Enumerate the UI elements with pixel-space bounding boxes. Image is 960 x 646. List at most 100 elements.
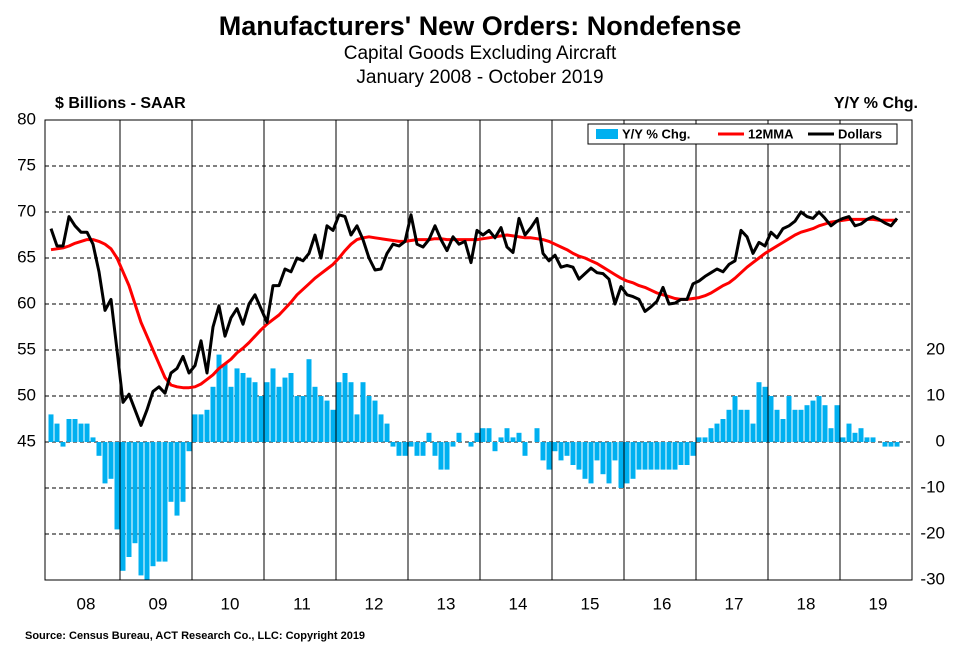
- y2-tick-label: -20: [920, 523, 945, 542]
- bar: [102, 442, 108, 484]
- bar: [288, 373, 294, 442]
- chart-title: Manufacturers' New Orders: Nondefense: [219, 11, 742, 41]
- bar: [138, 442, 144, 576]
- bar: [312, 386, 318, 442]
- x-tick-label: 11: [293, 594, 311, 613]
- bar: [192, 414, 198, 442]
- bar: [672, 442, 678, 470]
- bar: [894, 442, 900, 447]
- bar: [426, 432, 432, 442]
- bar: [552, 442, 558, 452]
- bar: [156, 442, 162, 562]
- y-tick-label: 65: [17, 247, 36, 266]
- bar: [126, 442, 132, 557]
- bar: [684, 442, 690, 465]
- bar: [804, 405, 810, 442]
- bar: [840, 437, 846, 442]
- x-tick-label: 14: [509, 594, 528, 613]
- bar: [588, 442, 594, 484]
- bar: [456, 432, 462, 442]
- bar: [810, 400, 816, 442]
- y-tick-label: 60: [17, 293, 36, 312]
- bar: [402, 442, 408, 456]
- bar: [498, 437, 504, 442]
- bar: [846, 423, 852, 442]
- bar: [744, 409, 750, 442]
- bar: [168, 442, 174, 502]
- bar: [594, 442, 600, 461]
- legend-label: Y/Y % Chg.: [622, 126, 690, 141]
- y-tick-label: 45: [17, 431, 36, 450]
- legend-swatch: [596, 129, 618, 139]
- bar: [444, 442, 450, 470]
- bar: [438, 442, 444, 470]
- y-tick-label: 75: [17, 155, 36, 174]
- bar: [228, 386, 234, 442]
- bar: [342, 373, 348, 442]
- bar: [114, 442, 120, 530]
- bar: [546, 442, 552, 470]
- bar: [714, 423, 720, 442]
- bar: [96, 442, 102, 456]
- legend-label: Dollars: [838, 126, 882, 141]
- y-tick-label: 55: [17, 339, 36, 358]
- bar: [726, 409, 732, 442]
- bar: [174, 442, 180, 516]
- y-axis-label: $ Billions - SAAR: [55, 95, 186, 112]
- bar: [300, 396, 306, 442]
- bar: [822, 405, 828, 442]
- bar: [180, 442, 186, 502]
- chart-subtitle: Capital Goods Excluding Aircraft: [344, 43, 617, 64]
- bar: [210, 386, 216, 442]
- bar: [732, 396, 738, 442]
- bar: [768, 396, 774, 442]
- bar: [150, 442, 156, 567]
- source-note: Source: Census Bureau, ACT Research Co.,…: [25, 630, 365, 642]
- bar: [576, 442, 582, 470]
- bar: [354, 414, 360, 442]
- bar: [480, 428, 486, 442]
- bar: [336, 382, 342, 442]
- bar: [204, 409, 210, 442]
- bar: [396, 442, 402, 456]
- bar: [450, 442, 456, 447]
- x-tick-label: 12: [365, 594, 384, 613]
- bar: [618, 442, 624, 488]
- chart-period: January 2008 - October 2019: [356, 67, 603, 88]
- bar: [372, 400, 378, 442]
- bar: [378, 414, 384, 442]
- bar: [558, 442, 564, 461]
- bar: [468, 442, 474, 447]
- bar: [534, 428, 540, 442]
- bar: [510, 437, 516, 442]
- bar: [816, 396, 822, 442]
- bar: [582, 442, 588, 479]
- bar: [348, 382, 354, 442]
- bar: [258, 396, 264, 442]
- bar: [492, 442, 498, 452]
- plot-frame: [44, 119, 913, 581]
- bar: [432, 442, 438, 456]
- y2-tick-label: 10: [926, 385, 945, 404]
- bar: [264, 382, 270, 442]
- bar: [60, 442, 66, 447]
- bar: [774, 409, 780, 442]
- bar: [522, 442, 528, 456]
- y2-axis-label: Y/Y % Chg.: [834, 95, 918, 112]
- x-tick-label: 10: [221, 594, 240, 613]
- bar: [66, 419, 72, 442]
- bar: [708, 428, 714, 442]
- x-tick-label: 16: [653, 594, 672, 613]
- x-tick-label: 09: [149, 594, 168, 613]
- bar: [306, 359, 312, 442]
- x-tick-label: 08: [77, 594, 96, 613]
- bar: [624, 442, 630, 484]
- bar: [756, 382, 762, 442]
- bar: [648, 442, 654, 470]
- bar: [360, 382, 366, 442]
- y2-tick-label: -10: [920, 477, 945, 496]
- bar: [570, 442, 576, 465]
- bar: [702, 437, 708, 442]
- y-tick-label: 70: [17, 201, 36, 220]
